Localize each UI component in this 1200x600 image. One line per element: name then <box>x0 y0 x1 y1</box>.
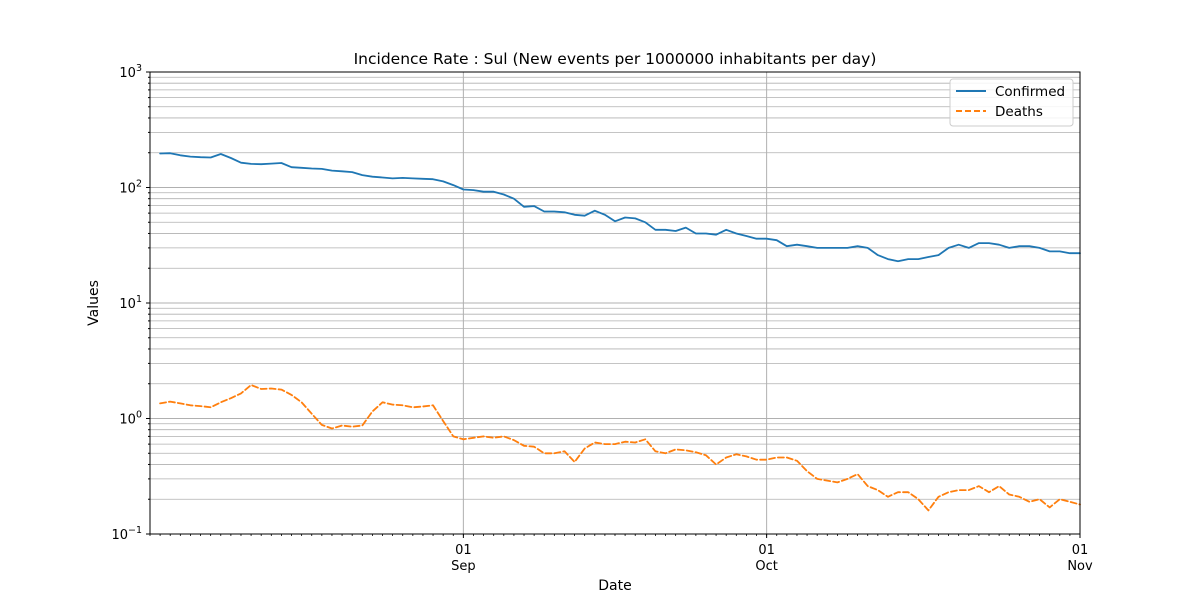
y-tick-label: 103 <box>119 63 142 81</box>
x-axis-title: Date <box>598 578 631 594</box>
x-tick-label-day: 01 <box>1072 543 1089 558</box>
y-axis-title: Values <box>86 280 102 326</box>
y-tick-label-exponent: −1 <box>128 525 142 536</box>
x-tick-label-day: 01 <box>758 543 775 558</box>
y-tick-label-base: 10 <box>119 297 136 312</box>
y-tick-label: 102 <box>119 179 142 197</box>
y-tick-label: 101 <box>119 294 142 312</box>
y-tick-label-base: 10 <box>119 66 136 81</box>
legend-label-confirmed: Confirmed <box>995 84 1065 100</box>
y-tick-label-exponent: 0 <box>136 410 142 421</box>
grid <box>150 72 1081 535</box>
y-tick-label-base: 10 <box>119 182 136 197</box>
y-tick-label: 100 <box>119 410 142 428</box>
series-line-confirmed <box>159 152 1081 263</box>
y-tick-label-exponent: 3 <box>136 63 142 74</box>
legend-label-deaths: Deaths <box>995 104 1043 120</box>
legend: Confirmed Deaths <box>949 78 1074 127</box>
series <box>159 152 1081 512</box>
x-tick-label-month: Sep <box>451 559 476 574</box>
series-line-deaths <box>159 384 1081 512</box>
x-tick-label-month: Nov <box>1067 559 1093 574</box>
x-tick-label-day: 01 <box>455 543 472 558</box>
y-tick-label: 10−1 <box>111 525 142 543</box>
y-tick-label-exponent: 2 <box>136 179 142 190</box>
chart-title: Incidence Rate : Sul (New events per 100… <box>354 50 877 68</box>
y-tick-label-exponent: 1 <box>136 294 142 305</box>
y-tick-label-base: 10 <box>119 413 136 428</box>
y-tick-label-base: 10 <box>111 528 128 543</box>
x-tick-label-month: Oct <box>755 559 777 574</box>
